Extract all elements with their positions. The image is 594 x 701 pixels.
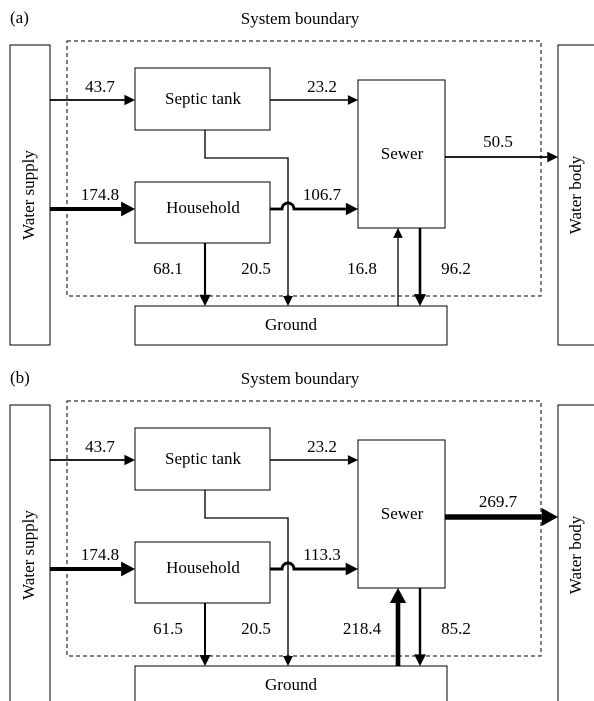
arrow-head <box>541 508 558 526</box>
arrow-head <box>199 654 211 666</box>
septic-tank-box <box>134 427 271 491</box>
flow-label: 23.2 <box>307 77 337 96</box>
ground-label: Ground <box>265 315 317 334</box>
flow-label: 61.5 <box>153 619 183 638</box>
arrow-head <box>547 151 558 163</box>
flow-label: 96.2 <box>441 259 471 278</box>
arrow-head <box>393 228 403 238</box>
flow-label: 174.8 <box>81 185 119 204</box>
flow-label: 174.8 <box>81 545 119 564</box>
arrow-head <box>414 654 426 666</box>
arrow-head <box>124 454 135 466</box>
flow-label: 50.5 <box>483 132 513 151</box>
water-supply-label: Water supply <box>19 150 38 240</box>
household-label: Household <box>166 198 240 217</box>
household-box <box>134 541 271 604</box>
flow-label: 113.3 <box>303 545 341 564</box>
sewer-label: Sewer <box>381 144 424 163</box>
flow-label: 20.5 <box>241 619 271 638</box>
flow-arrow <box>204 490 289 656</box>
boundary-label: System boundary <box>241 9 360 28</box>
system-boundary <box>66 400 542 657</box>
sewer-box <box>357 439 446 589</box>
arrow-head <box>199 294 211 306</box>
water-body-label: Water body <box>566 515 585 594</box>
water-body-box <box>557 404 594 701</box>
sewer-label: Sewer <box>381 504 424 523</box>
panel-label: (a) <box>10 8 29 27</box>
arrow-head <box>124 94 135 106</box>
water-supply-box <box>9 404 51 701</box>
arrow-head <box>121 201 135 217</box>
flow-label: 85.2 <box>441 619 471 638</box>
ground-label: Ground <box>265 675 317 694</box>
water-body-label: Water body <box>566 155 585 234</box>
arrow-head <box>347 455 358 465</box>
water-supply-box <box>9 44 51 346</box>
panel-label: (b) <box>10 368 30 387</box>
flow-label: 43.7 <box>85 77 115 96</box>
flow-label: 16.8 <box>347 259 377 278</box>
system-boundary <box>66 40 542 297</box>
septic-tank-label: Septic tank <box>165 89 242 108</box>
panel: (b) System boundary Water supply Water body… <box>9 368 594 701</box>
arrow-head <box>283 655 293 666</box>
flow-label: 20.5 <box>241 259 271 278</box>
arrow-head <box>413 294 427 306</box>
flow-label: 106.7 <box>303 185 342 204</box>
flow-label: 68.1 <box>153 259 183 278</box>
panel: (a) System boundary Water supply Water body… <box>9 8 594 346</box>
ground-box <box>134 665 448 701</box>
ground-box <box>134 305 448 346</box>
arrow-head <box>389 588 407 603</box>
septic-tank-label: Septic tank <box>165 449 242 468</box>
household-box <box>134 181 271 244</box>
septic-tank-box <box>134 67 271 131</box>
flow-label: 43.7 <box>85 437 115 456</box>
arrow-head <box>345 202 358 216</box>
flow-label: 218.4 <box>343 619 382 638</box>
water-supply-label: Water supply <box>19 510 38 600</box>
arrow-head <box>283 295 293 306</box>
sewer-box <box>357 79 446 229</box>
arrow-head <box>121 561 135 577</box>
household-label: Household <box>166 558 240 577</box>
flow-label: 23.2 <box>307 437 337 456</box>
flow-label: 269.7 <box>479 492 518 511</box>
water-body-box <box>557 44 594 346</box>
flow-arrow <box>204 130 289 296</box>
arrow-head <box>347 95 358 105</box>
boundary-label: System boundary <box>241 369 360 388</box>
arrow-head <box>345 562 358 576</box>
